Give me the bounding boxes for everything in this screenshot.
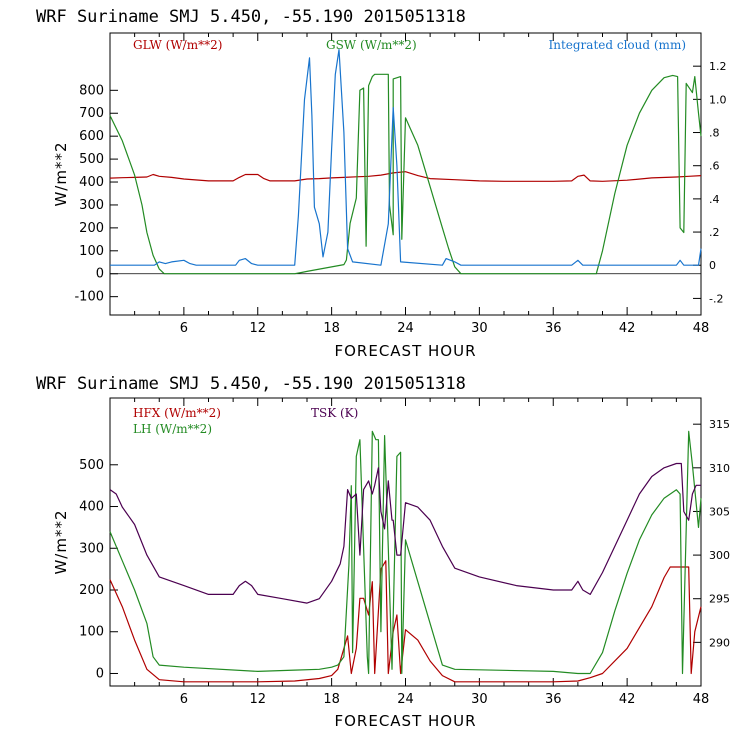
y-tick-label: 400 [79, 175, 104, 190]
x-tick-label: 36 [545, 321, 562, 336]
y2-tick-label: .8 [709, 127, 720, 140]
y2-tick-label: -.2 [709, 292, 723, 305]
y-tick-label: -100 [74, 290, 104, 305]
y-tick-label: 300 [79, 198, 104, 213]
series-line-2 [109, 73, 702, 275]
chart-title: WRF Suriname SMJ 5.450, -55.190 20150513… [36, 7, 466, 27]
y-tick-label: 0 [96, 666, 104, 681]
x-tick-label: 18 [323, 692, 340, 707]
x-tick-label: 12 [249, 321, 266, 336]
x-tick-label: 48 [693, 321, 710, 336]
y2-tick-label: 1.0 [709, 93, 727, 106]
x-tick-label: 6 [180, 692, 188, 707]
y2-tick-label: 0 [709, 259, 716, 272]
y2-tick-label: 290 [709, 636, 730, 649]
y2-tick-label: 315 [709, 418, 730, 431]
legend-entry: HFX (W/m**2) [133, 406, 221, 420]
x-axis-label: FORECAST HOUR [334, 712, 476, 730]
x-tick-label: 18 [323, 321, 340, 336]
series-line-1 [109, 560, 702, 683]
x-tick-label: 42 [619, 692, 636, 707]
series-line-1 [109, 171, 702, 182]
series-line-3 [109, 462, 701, 604]
legend-entry: GSW (W/m**2) [326, 38, 417, 52]
x-tick-label: 42 [619, 321, 636, 336]
y-tick-label: 300 [79, 541, 104, 556]
y-tick-label: 200 [79, 583, 104, 598]
y-axis-label: W/m**2 [52, 141, 70, 206]
x-axis-label: FORECAST HOUR [334, 342, 476, 360]
legend-entry: GLW (W/m**2) [133, 38, 222, 52]
series-line-2 [109, 430, 702, 675]
chart-title: WRF Suriname SMJ 5.450, -55.190 20150513… [36, 374, 466, 394]
y2-tick-label: .2 [709, 226, 720, 239]
y-tick-label: 500 [79, 458, 104, 473]
y-axis-label: W/m**2 [52, 509, 70, 574]
y-tick-label: 0 [96, 267, 104, 282]
y2-tick-label: .4 [709, 193, 720, 206]
y2-tick-label: .6 [709, 160, 720, 173]
y-tick-label: 700 [79, 106, 104, 121]
legend-entry: Integrated cloud (mm) [548, 38, 686, 52]
y-tick-label: 200 [79, 221, 104, 236]
y-tick-label: 600 [79, 129, 104, 144]
y-tick-label: 400 [79, 500, 104, 515]
legend-entry: TSK (K) [311, 406, 358, 420]
x-tick-label: 12 [249, 692, 266, 707]
y2-tick-label: 310 [709, 462, 730, 475]
x-tick-label: 30 [471, 692, 488, 707]
y-tick-label: 500 [79, 152, 104, 167]
x-tick-label: 24 [397, 692, 414, 707]
series-line-3 [110, 48, 702, 266]
y2-tick-label: 300 [709, 549, 730, 562]
plot-frame [109, 32, 702, 316]
x-tick-label: 36 [545, 692, 562, 707]
x-tick-label: 24 [397, 321, 414, 336]
x-tick-label: 30 [471, 321, 488, 336]
y-tick-label: 800 [79, 83, 104, 98]
x-tick-label: 6 [180, 321, 188, 336]
y-tick-label: 100 [79, 244, 104, 259]
y2-tick-label: 295 [709, 593, 730, 606]
y2-tick-label: 1.2 [709, 60, 727, 73]
y2-tick-label: 305 [709, 505, 730, 518]
x-tick-label: 48 [693, 692, 710, 707]
y-tick-label: 100 [79, 625, 104, 640]
legend-entry: LH (W/m**2) [133, 422, 212, 436]
